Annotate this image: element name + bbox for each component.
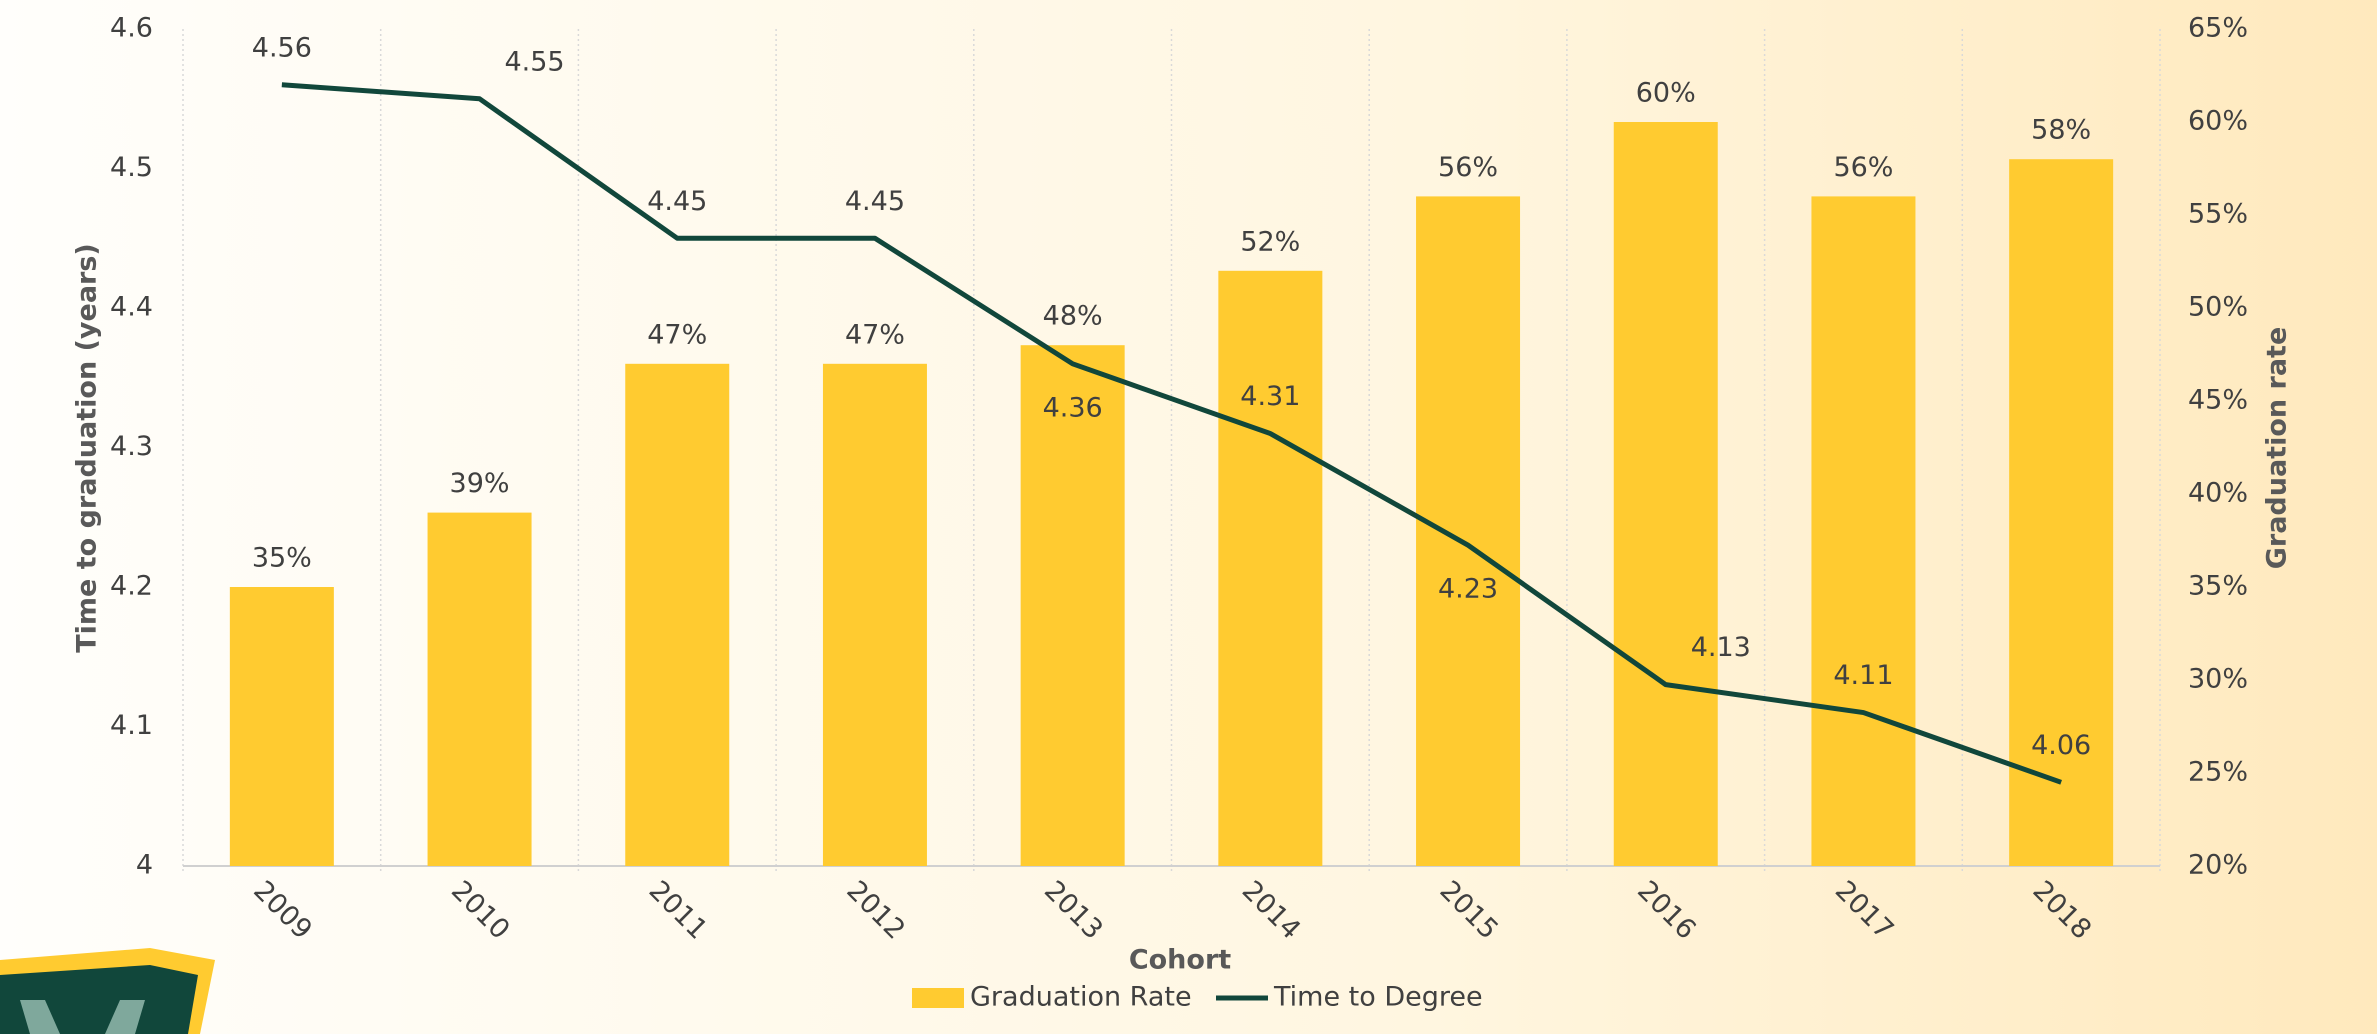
bar-value-label: 39%	[450, 468, 510, 499]
logo	[0, 948, 215, 1034]
bar	[1811, 196, 1916, 866]
y-tick-label: 4.4	[110, 292, 153, 323]
bar-value-label: 60%	[1636, 78, 1696, 109]
x-tick-label: 2017	[1829, 875, 1900, 946]
y2-tick-label: 40%	[2188, 478, 2248, 509]
bar-value-label: 58%	[2031, 115, 2091, 146]
x-tick-label: 2015	[1434, 875, 1505, 946]
y-axis-title: Time to graduation (years)	[72, 243, 103, 653]
legend-label: Time to Degree	[1273, 982, 1483, 1013]
x-tick-label: 2010	[445, 875, 516, 946]
bar-value-label: 47%	[845, 319, 905, 350]
y2-tick-label: 65%	[2188, 13, 2248, 44]
bar	[822, 363, 927, 866]
x-tick-label: 2014	[1236, 875, 1307, 946]
bar-value-label: 47%	[647, 319, 707, 350]
bar	[2009, 159, 2114, 866]
line-value-label: 4.13	[1691, 632, 1751, 663]
y-tick-label: 4.3	[110, 431, 153, 462]
y-tick-label: 4.2	[110, 571, 153, 602]
bar-value-label: 56%	[1438, 152, 1498, 183]
y2-tick-label: 35%	[2188, 571, 2248, 602]
line-value-label: 4.06	[2031, 730, 2091, 761]
x-tick-label: 2013	[1038, 875, 1109, 946]
y2-tick-label: 30%	[2188, 664, 2248, 695]
x-tick-label: 2016	[1631, 875, 1702, 946]
y2-tick-label: 45%	[2188, 385, 2248, 416]
bar-value-label: 35%	[252, 543, 312, 574]
bar	[1416, 196, 1521, 866]
bar-value-label: 52%	[1240, 226, 1300, 257]
bar	[1613, 122, 1718, 866]
y-tick-label: 4.1	[110, 710, 153, 741]
line-value-label: 4.45	[845, 186, 905, 217]
line-value-label: 4.31	[1240, 381, 1300, 412]
y-tick-label: 4	[136, 850, 153, 881]
line-value-label: 4.23	[1438, 574, 1498, 605]
bar	[625, 363, 730, 866]
x-tick-label: 2012	[840, 875, 911, 946]
bar	[427, 512, 532, 866]
line-value-label: 4.11	[1833, 660, 1893, 691]
line-value-label: 4.36	[1043, 392, 1103, 423]
line-value-label: 4.55	[504, 46, 564, 77]
y2-axis-title: Graduation rate	[2262, 327, 2293, 570]
line-value-label: 4.56	[252, 32, 312, 63]
y2-tick-label: 60%	[2188, 106, 2248, 137]
y-tick-label: 4.5	[110, 152, 153, 183]
line-value-label: 4.45	[647, 186, 707, 217]
y-tick-label: 4.6	[110, 13, 153, 44]
x-tick-label: 2018	[2027, 875, 2098, 946]
x-axis-title: Cohort	[1129, 945, 1231, 976]
legend-swatch	[912, 988, 964, 1008]
x-tick-label: 2011	[643, 875, 714, 946]
y2-tick-label: 55%	[2188, 199, 2248, 230]
y2-tick-label: 20%	[2188, 850, 2248, 881]
legend-label: Graduation Rate	[970, 982, 1192, 1013]
line	[281, 82, 2062, 785]
bar	[1020, 345, 1125, 866]
bar	[1218, 270, 1323, 866]
bar-value-label: 56%	[1833, 152, 1893, 183]
bar-value-label: 48%	[1043, 301, 1103, 332]
bar	[229, 587, 334, 866]
y2-tick-label: 25%	[2188, 757, 2248, 788]
y2-tick-label: 50%	[2188, 292, 2248, 323]
x-tick-label: 2009	[247, 875, 318, 946]
